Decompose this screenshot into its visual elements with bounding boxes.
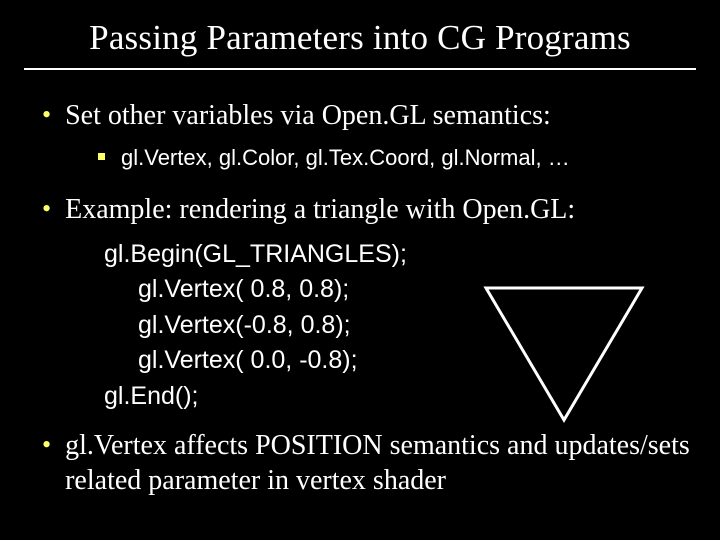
code-line: gl.Begin(GL_TRIANGLES); (104, 237, 690, 273)
bullet-item: • Example: rendering a triangle with Ope… (30, 192, 690, 227)
bullet-dot-icon: • (42, 192, 51, 226)
bullet-dot-icon: • (42, 98, 51, 132)
sub-bullet-item: gl.Vertex, gl.Color, gl.Tex.Coord, gl.No… (98, 143, 690, 174)
bullet-item: • gl.Vertex affects POSITION semantics a… (30, 428, 690, 498)
slide: Passing Parameters into CG Programs • Se… (0, 0, 720, 540)
triangle-shape (486, 288, 642, 420)
bullet-item: • Set other variables via Open.GL semant… (30, 98, 690, 133)
triangle-diagram (478, 280, 650, 433)
bullet-square-icon (98, 153, 105, 160)
sub-bullet-text: gl.Vertex, gl.Color, gl.Tex.Coord, gl.No… (121, 143, 570, 174)
triangle-icon (478, 280, 650, 428)
bullet-text: gl.Vertex affects POSITION semantics and… (65, 428, 690, 498)
bullet-text: Set other variables via Open.GL semantic… (65, 98, 551, 133)
bullet-dot-icon: • (42, 428, 51, 462)
bullet-text: Example: rendering a triangle with Open.… (65, 192, 575, 227)
slide-title: Passing Parameters into CG Programs (24, 18, 696, 70)
